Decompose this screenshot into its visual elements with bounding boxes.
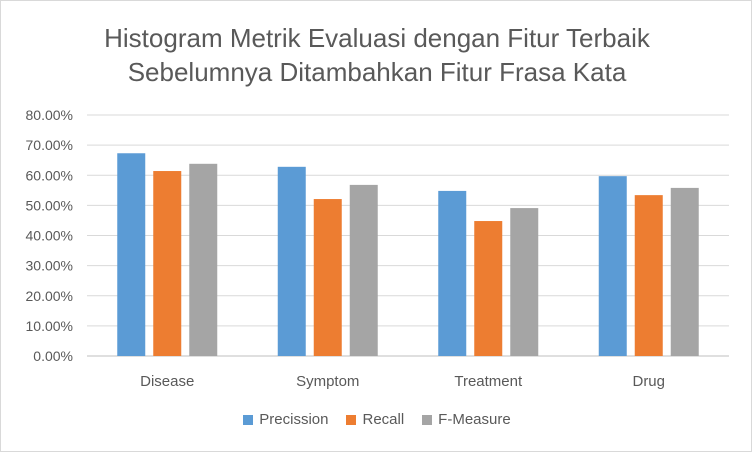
bar-treatment-recall (474, 221, 503, 356)
bar-disease-fmeasure (189, 163, 218, 356)
bar-treatment-fmeasure (510, 208, 539, 356)
legend-item: Precission (243, 411, 328, 428)
bar-disease-recall (153, 171, 182, 356)
bar-symptom-precission (277, 166, 306, 356)
y-tick-label: 0.00% (33, 348, 73, 364)
legend-swatch (346, 414, 357, 425)
y-tick-label: 50.00% (26, 197, 73, 213)
y-tick-label: 20.00% (26, 288, 73, 304)
x-category-label: Drug (632, 373, 665, 390)
bar-symptom-recall (313, 199, 342, 356)
y-tick-label: 30.00% (26, 258, 73, 274)
bar-treatment-precission (438, 190, 467, 356)
legend-item: Recall (346, 411, 404, 428)
legend-swatch (422, 414, 433, 425)
legend-label: Precission (259, 411, 329, 428)
bar-disease-precission (117, 153, 146, 356)
legend-label: Recall (362, 411, 405, 428)
y-tick-label: 70.00% (26, 137, 73, 153)
chart-title-line-1: Histogram Metrik Evaluasi dengan Fitur T… (104, 23, 650, 53)
bar-drug-fmeasure (670, 187, 699, 356)
legend-label: F-Measure (438, 411, 511, 428)
chart-title-line-2: Sebelumnya Ditambahkan Fitur Frasa Kata (127, 57, 627, 87)
x-category-label: Disease (140, 373, 194, 390)
bar-drug-precission (598, 176, 627, 356)
legend: Precission Recall F-Measure (1, 411, 752, 428)
legend-swatch (243, 414, 254, 425)
bar-chart: 0.00% 10.00% 20.00% 30.00% 40.00% 50.00% 60.00… (26, 107, 729, 390)
legend-item: F-Measure (422, 411, 511, 428)
bar-drug-recall (634, 195, 663, 356)
chart-title: Histogram Metrik Evaluasi dengan Fitur T… (1, 21, 752, 89)
x-category-label: Treatment (454, 373, 523, 390)
y-tick-label: 40.00% (26, 228, 73, 244)
y-tick-label: 60.00% (26, 167, 73, 183)
bar-symptom-fmeasure (349, 184, 378, 356)
x-category-label: Symptom (296, 373, 359, 390)
y-tick-label: 80.00% (26, 107, 73, 123)
y-tick-label: 10.00% (26, 318, 73, 334)
